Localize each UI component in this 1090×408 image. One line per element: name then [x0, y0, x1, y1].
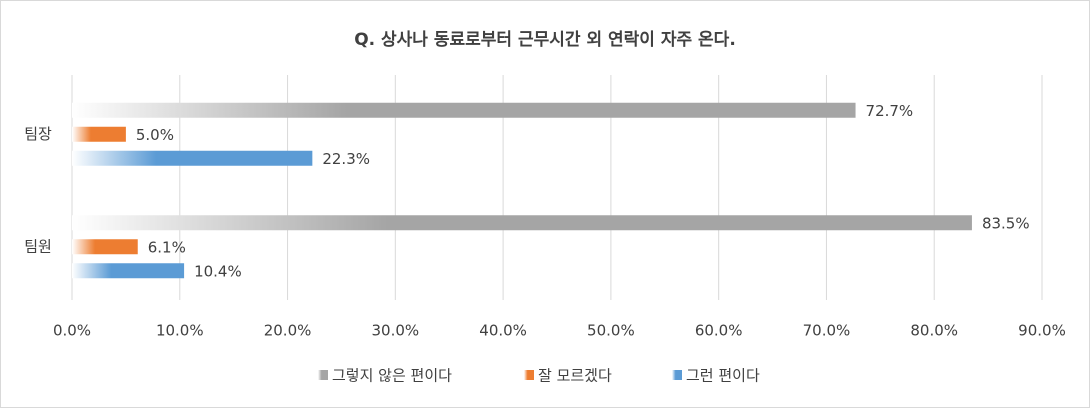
data-label: 83.5% [982, 214, 1030, 232]
x-tick-label: 30.0% [372, 322, 420, 340]
legend-marker [672, 370, 682, 380]
x-tick-label: 0.0% [53, 322, 91, 340]
legend-marker [318, 370, 328, 380]
x-tick-label: 60.0% [695, 322, 743, 340]
y-tick-label: 팀장 [24, 125, 52, 143]
data-label: 6.1% [148, 238, 186, 256]
y-tick-label: 팀원 [24, 237, 52, 255]
bar [72, 102, 856, 118]
x-tick-label: 10.0% [156, 322, 204, 340]
bar [72, 215, 972, 231]
bar [72, 150, 313, 166]
legend-label: 그런 편이다 [686, 367, 760, 385]
bar [72, 239, 138, 255]
legend-label: 잘 모르겠다 [538, 367, 612, 385]
x-tick-label: 20.0% [264, 322, 312, 340]
data-label: 5.0% [136, 126, 174, 144]
bar [72, 126, 126, 142]
chart-title: Q. 상사나 동료로부터 근무시간 외 연락이 자주 온다. [354, 30, 736, 50]
x-tick-label: 50.0% [587, 322, 635, 340]
data-label: 10.4% [194, 262, 242, 280]
legend-marker [524, 370, 534, 380]
x-tick-label: 80.0% [910, 322, 958, 340]
bar [72, 263, 185, 279]
x-tick-label: 70.0% [803, 322, 851, 340]
legend-label: 그렇지 않은 편이다 [332, 367, 452, 385]
x-tick-label: 40.0% [479, 322, 527, 340]
data-label: 22.3% [322, 150, 370, 168]
data-label: 72.7% [866, 102, 914, 120]
x-tick-label: 90.0% [1018, 322, 1066, 340]
